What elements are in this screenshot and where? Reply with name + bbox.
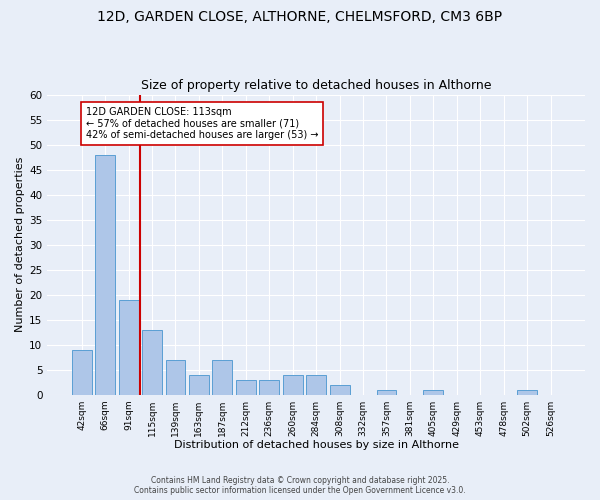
Bar bbox=[236, 380, 256, 394]
Bar bbox=[142, 330, 162, 394]
Bar bbox=[424, 390, 443, 394]
Bar bbox=[377, 390, 397, 394]
Bar bbox=[329, 384, 350, 394]
Text: 12D GARDEN CLOSE: 113sqm
← 57% of detached houses are smaller (71)
42% of semi-d: 12D GARDEN CLOSE: 113sqm ← 57% of detach… bbox=[86, 107, 319, 140]
X-axis label: Distribution of detached houses by size in Althorne: Distribution of detached houses by size … bbox=[173, 440, 458, 450]
Bar bbox=[306, 374, 326, 394]
Bar bbox=[95, 154, 115, 394]
Text: Contains HM Land Registry data © Crown copyright and database right 2025.
Contai: Contains HM Land Registry data © Crown c… bbox=[134, 476, 466, 495]
Bar bbox=[189, 374, 209, 394]
Bar bbox=[517, 390, 537, 394]
Bar bbox=[72, 350, 92, 395]
Bar bbox=[166, 360, 185, 394]
Bar bbox=[283, 374, 302, 394]
Y-axis label: Number of detached properties: Number of detached properties bbox=[15, 157, 25, 332]
Bar bbox=[119, 300, 139, 394]
Bar bbox=[212, 360, 232, 394]
Bar bbox=[259, 380, 279, 394]
Text: 12D, GARDEN CLOSE, ALTHORNE, CHELMSFORD, CM3 6BP: 12D, GARDEN CLOSE, ALTHORNE, CHELMSFORD,… bbox=[97, 10, 503, 24]
Title: Size of property relative to detached houses in Althorne: Size of property relative to detached ho… bbox=[141, 79, 491, 92]
